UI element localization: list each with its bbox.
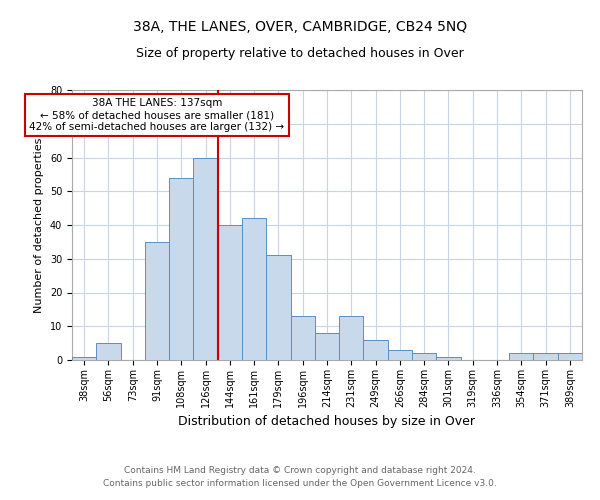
Bar [96, 343, 121, 360]
Bar [145, 242, 169, 360]
Bar [412, 353, 436, 360]
Bar [218, 225, 242, 360]
Bar [533, 353, 558, 360]
Bar [436, 356, 461, 360]
Bar [339, 316, 364, 360]
Bar [169, 178, 193, 360]
Bar [558, 353, 582, 360]
Bar [242, 218, 266, 360]
Text: Size of property relative to detached houses in Over: Size of property relative to detached ho… [136, 48, 464, 60]
Bar [266, 256, 290, 360]
Bar [193, 158, 218, 360]
Bar [72, 356, 96, 360]
Text: 38A, THE LANES, OVER, CAMBRIDGE, CB24 5NQ: 38A, THE LANES, OVER, CAMBRIDGE, CB24 5N… [133, 20, 467, 34]
Y-axis label: Number of detached properties: Number of detached properties [34, 138, 44, 312]
Bar [388, 350, 412, 360]
Bar [509, 353, 533, 360]
Bar [364, 340, 388, 360]
X-axis label: Distribution of detached houses by size in Over: Distribution of detached houses by size … [179, 415, 476, 428]
Bar [290, 316, 315, 360]
Bar [315, 333, 339, 360]
Text: 38A THE LANES: 137sqm
← 58% of detached houses are smaller (181)
42% of semi-det: 38A THE LANES: 137sqm ← 58% of detached … [29, 98, 284, 132]
Text: Contains HM Land Registry data © Crown copyright and database right 2024.
Contai: Contains HM Land Registry data © Crown c… [103, 466, 497, 487]
